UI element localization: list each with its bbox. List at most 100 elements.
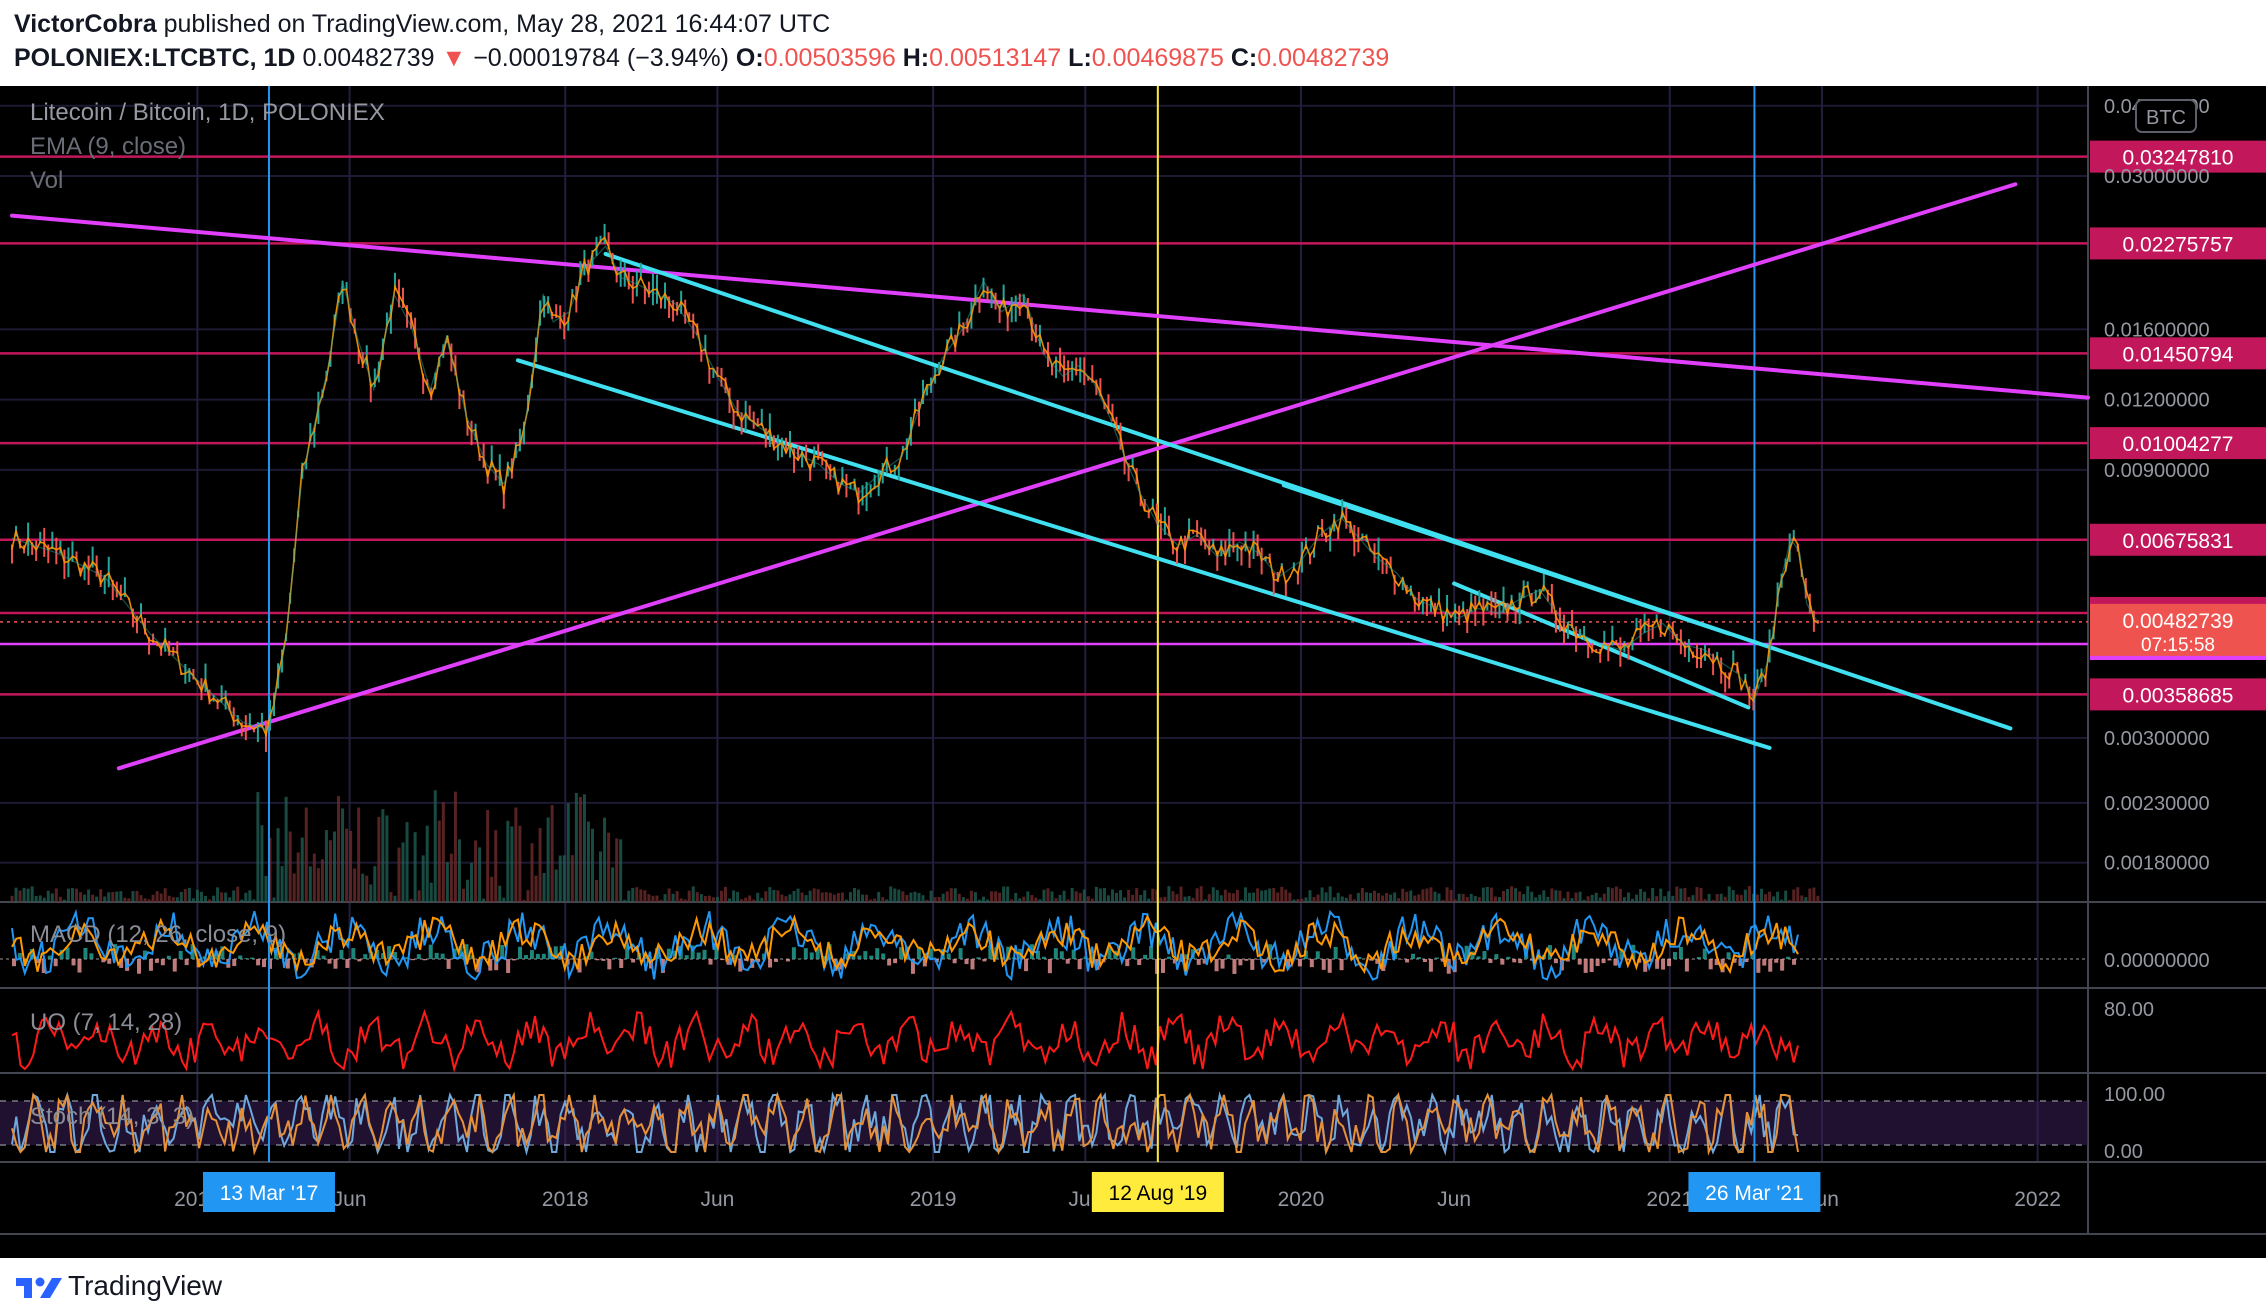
volume-bar — [1800, 895, 1804, 902]
volume-bar — [558, 855, 562, 902]
macd-histogram-bar — [1744, 959, 1749, 963]
volume-bar — [1131, 894, 1135, 902]
marker-date-tag[interactable] — [1688, 1172, 1821, 1212]
macd-histogram-bar — [1107, 947, 1112, 959]
symbol-label[interactable]: POLONIEX:LTCBTC, 1D — [14, 44, 296, 72]
volume-bar — [1252, 892, 1256, 902]
macd-histogram-bar — [1411, 953, 1416, 959]
trendline-cyan-channel-top[interactable] — [603, 251, 2013, 731]
volume-bar — [667, 888, 671, 902]
volume-bar — [494, 830, 498, 902]
macd-histogram-bar — [1613, 959, 1618, 966]
macd-histogram-bar — [1416, 957, 1421, 959]
indicator-axis-label: 0.00000000 — [2104, 950, 2210, 972]
macd-histogram-bar — [988, 945, 993, 959]
volume-bar — [1695, 887, 1699, 902]
macd-histogram-bar — [815, 948, 820, 959]
volume-bar — [933, 897, 937, 902]
volume-bar — [369, 884, 373, 902]
volume-bar — [1155, 889, 1159, 902]
down-arrow-icon: ▼ — [441, 44, 467, 72]
volume-bar — [719, 890, 723, 902]
volume-bar — [1550, 888, 1554, 902]
macd-histogram-bar — [1113, 950, 1118, 959]
time-tick-label: Jun — [333, 1188, 367, 1211]
volume-bar — [1022, 896, 1026, 902]
volume-bar — [728, 898, 732, 902]
volume-bar — [228, 897, 232, 902]
macd-histogram-bar — [244, 958, 249, 959]
volume-bar — [844, 899, 848, 902]
author-name[interactable]: VictorCobra — [14, 10, 157, 38]
macd-histogram-bar — [1143, 954, 1148, 959]
volume-bar — [1364, 892, 1368, 902]
volume-bar — [1098, 888, 1102, 902]
volume-bar — [486, 809, 490, 902]
tradingview-brand[interactable]: TradingView — [68, 1270, 223, 1301]
trendline-magenta-support[interactable] — [116, 182, 2018, 771]
volume-bar — [1086, 896, 1090, 902]
macd-histogram-bar — [1625, 959, 1630, 961]
trendline-cyan-channel-bottom[interactable] — [515, 358, 1772, 750]
legend-ema: EMA (9, close) — [30, 133, 186, 160]
volume-bar — [320, 859, 324, 902]
legend-title: Litecoin / Bitcoin, 1D, POLONIEX — [30, 99, 385, 126]
macd-histogram-bar — [1238, 959, 1243, 966]
volume-bar — [1159, 897, 1163, 902]
volume-bar — [131, 891, 135, 902]
volume-bar — [401, 842, 405, 902]
volume-bar — [1465, 897, 1469, 902]
volume-bar — [812, 888, 816, 902]
tradingview-logo-icon[interactable] — [14, 1268, 64, 1302]
macd-histogram-bar — [827, 944, 832, 959]
volume-bar — [1764, 894, 1768, 902]
volume-bar — [659, 899, 663, 902]
volume-bar — [949, 888, 953, 902]
volume-bar — [1143, 890, 1147, 902]
volume-bar — [1477, 897, 1481, 902]
macd-histogram-bar — [619, 959, 624, 968]
volume-bar — [1030, 895, 1034, 902]
trendline-cyan-wedge-top[interactable] — [1281, 483, 1732, 636]
volume-bar — [1651, 887, 1655, 902]
volume-bar — [1679, 888, 1683, 902]
macd-histogram-bar — [285, 959, 290, 969]
currency-badge[interactable]: BTC — [2135, 99, 2197, 133]
macd-histogram-bar — [1422, 959, 1427, 962]
volume-bar — [1751, 893, 1755, 902]
macd-histogram-bar — [708, 959, 713, 965]
macd-histogram-bar — [1488, 959, 1493, 963]
volume-bar — [574, 792, 578, 902]
volume-bar — [1260, 890, 1264, 902]
volume-bar — [732, 890, 736, 902]
volume-bar — [461, 888, 465, 902]
volume-bar — [107, 892, 111, 902]
volume-bar — [1296, 899, 1300, 902]
indicator-axis-label: 0.00 — [2104, 1141, 2143, 1163]
volume-bar — [1622, 897, 1626, 902]
trendline-magenta-resistance[interactable] — [10, 213, 2090, 400]
macd-histogram-bar — [410, 959, 415, 961]
price-tick-label: 0.00900000 — [2104, 460, 2210, 482]
macd-histogram-bar — [381, 953, 386, 959]
volume-bar — [1300, 898, 1304, 902]
volume-bar — [941, 893, 945, 902]
macd-histogram-bar — [720, 959, 725, 961]
macd-histogram-bar — [1327, 959, 1332, 973]
volume-bar — [135, 890, 139, 902]
volume-bar — [695, 892, 699, 902]
macd-histogram-bar — [393, 952, 398, 959]
volume-bar — [788, 894, 792, 902]
volume-bar — [800, 892, 804, 902]
price-chart-svg[interactable]: 0.00000000 80.00 100.00 0.00 0.03247810 0.02… — [0, 86, 2266, 1258]
marker-date-tag[interactable] — [1091, 1172, 1224, 1212]
price-tick-label: 0.00230000 — [2104, 793, 2210, 815]
volume-bar — [740, 899, 744, 902]
volume-bar — [216, 887, 220, 902]
macd-histogram-bar — [458, 946, 463, 959]
volume-bar — [599, 851, 603, 902]
chart-area[interactable]: 0.00000000 80.00 100.00 0.00 0.03247810 0.02… — [0, 86, 2266, 1258]
volume-bar — [1010, 899, 1014, 902]
marker-date-tag[interactable] — [202, 1172, 335, 1212]
macd-histogram-bar — [1696, 956, 1701, 959]
